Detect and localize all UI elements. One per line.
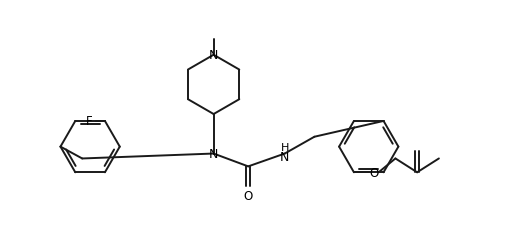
Text: N: N <box>209 147 218 160</box>
Text: O: O <box>369 166 378 179</box>
Text: N: N <box>209 49 218 62</box>
Text: F: F <box>86 115 92 128</box>
Text: H: H <box>280 142 289 152</box>
Text: N: N <box>280 150 289 163</box>
Text: O: O <box>244 189 253 202</box>
